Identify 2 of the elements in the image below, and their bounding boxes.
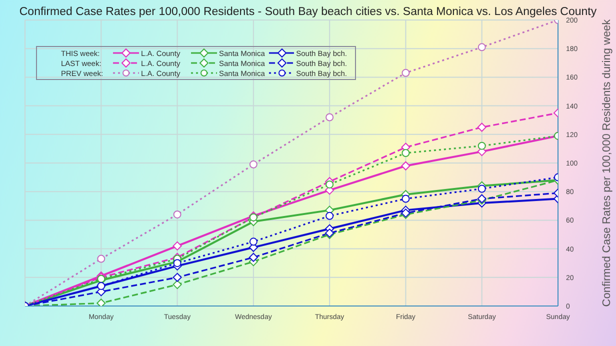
chart-title: Confirmed Case Rates per 100,000 Residents - South Bay beach cities vs. Santa Monica vs. Los Angeles County xyxy=(18,6,598,18)
y-axis-title: Confirmed Case Rates per 100,000 Residents during week xyxy=(600,18,613,307)
